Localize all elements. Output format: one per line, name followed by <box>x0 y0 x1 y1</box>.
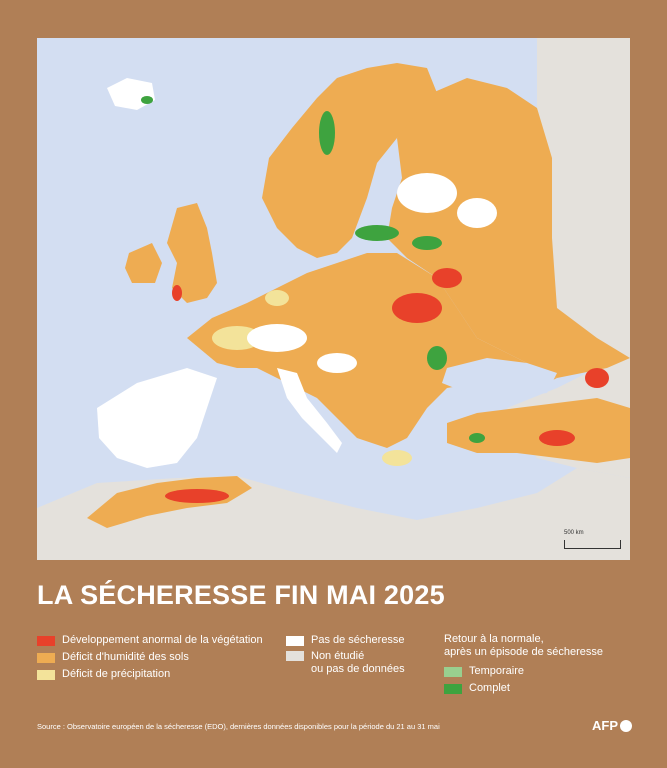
uk-land <box>167 203 217 303</box>
turkey-land <box>447 398 630 463</box>
legend-swatch-precip <box>37 669 55 680</box>
scale-label: 500 km <box>564 530 584 536</box>
scandinavia-land <box>262 63 437 258</box>
recovery-patches <box>141 96 485 443</box>
legend-swatch-no-drought <box>286 635 304 646</box>
legend-precip: Déficit de précipitation <box>37 668 170 681</box>
scale-bar <box>564 540 621 549</box>
legend-complete: Complet <box>444 682 510 695</box>
finland-russia-land <box>387 78 630 378</box>
legend-swatch-temporary <box>444 666 462 677</box>
afp-logo: AFP <box>592 718 632 733</box>
legend-no-drought: Pas de sécheresse <box>286 634 405 647</box>
afp-logo-text: AFP <box>592 718 618 733</box>
europe-map-svg <box>37 38 630 560</box>
afp-logo-dot <box>620 719 632 732</box>
legend-label-temporary: Temporaire <box>469 665 525 677</box>
russia-east-land <box>537 38 630 358</box>
maghreb-land <box>87 476 252 528</box>
ireland-land <box>125 243 162 283</box>
drought-map: 500 km <box>37 38 630 560</box>
vegetation-patches <box>165 268 609 503</box>
italy-land <box>277 368 342 453</box>
legend-label-soil: Déficit d'humidité des sols <box>62 651 189 663</box>
legend-label-vegetation: Développement anormal de la végétation <box>62 634 263 646</box>
black-sea <box>442 358 557 398</box>
legend-label-complete: Complet <box>469 682 510 694</box>
legend-swatch-not-studied <box>286 651 304 661</box>
legend-label-precip: Déficit de précipitation <box>62 668 171 680</box>
legend-swatch-vegetation <box>37 635 55 646</box>
legend-label-not-studied: Non étudié ou pas de données <box>311 650 405 675</box>
legend-swatch-complete <box>444 683 462 694</box>
legend-soil: Déficit d'humidité des sols <box>37 651 189 664</box>
legend-not-studied: Non étudié ou pas de données <box>286 650 405 676</box>
legend-temporary: Temporaire <box>444 665 524 678</box>
legend-label-no-drought: Pas de sécheresse <box>311 634 405 646</box>
source-note: Source : Observatoire européen de la séc… <box>37 722 440 731</box>
page-title: LA SÉCHERESSE FIN MAI 2025 <box>37 580 445 610</box>
legend-return-title: Retour à la normale, après un épisode de… <box>444 633 603 658</box>
legend-swatch-soil <box>37 652 55 663</box>
iceland-land <box>107 78 155 110</box>
iberia-land <box>97 368 217 468</box>
no-drought-patches <box>247 173 497 373</box>
legend-vegetation: Développement anormal de la végétation <box>37 634 263 647</box>
precip-patches <box>212 290 412 466</box>
